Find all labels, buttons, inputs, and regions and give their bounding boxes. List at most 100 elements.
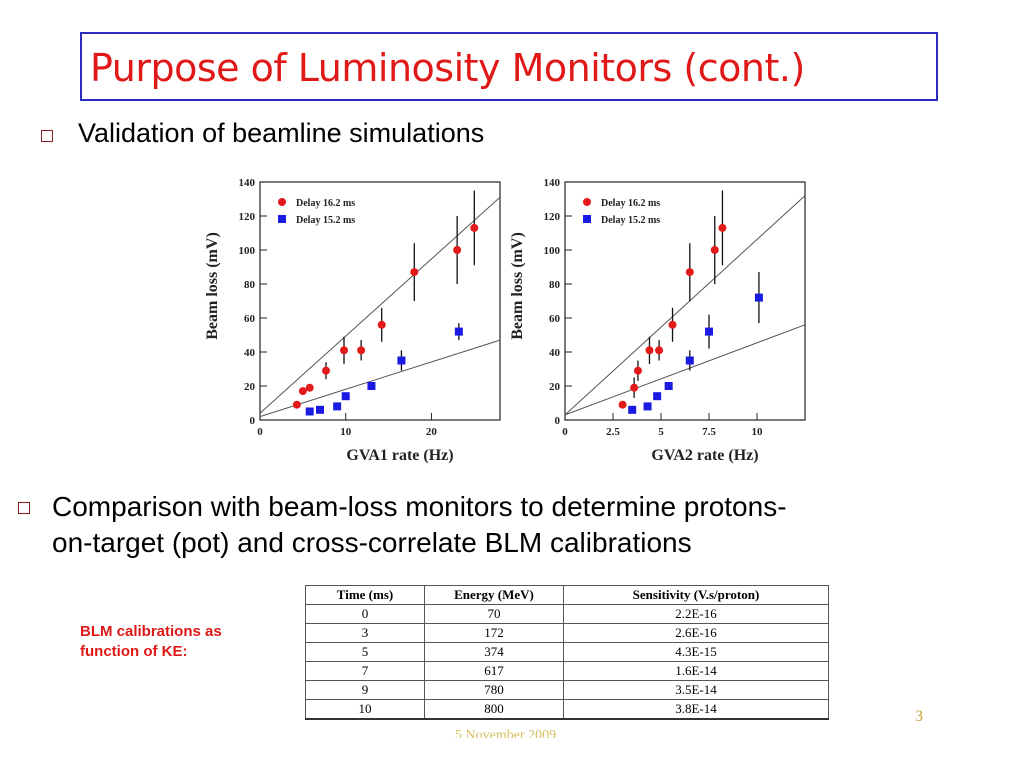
table-cell: 2.2E-16 <box>563 604 829 624</box>
data-point-red <box>710 246 719 254</box>
gva2-chart: 0 20 40 60 80 100 120 140 0 2.5 5 7.5 10 GVA2 rate (H… <box>509 177 806 464</box>
data-point-red <box>718 223 727 232</box>
x-tick-label: 0 <box>257 426 263 438</box>
data-point-blue <box>341 392 350 401</box>
data-point-red <box>377 320 386 329</box>
blm-note: BLM calibrations as function of KE: <box>80 622 280 662</box>
y-tick-label: 120 <box>544 211 561 223</box>
table-header-sensitivity: Sensitivity (V.s/proton) <box>563 585 829 605</box>
data-point-red <box>305 383 314 392</box>
x-axis-label: GVA2 rate (Hz) <box>651 447 758 464</box>
blm-note-line1: BLM calibrations as <box>80 623 222 640</box>
table-row: 3 172 2.6E-16 <box>305 623 829 643</box>
data-point-red <box>645 346 654 355</box>
table-row: 0 70 2.2E-16 <box>305 604 829 624</box>
data-point-red <box>630 383 639 392</box>
y-tick-label: 40 <box>549 347 561 359</box>
table-cell: 1.6E-14 <box>563 661 829 681</box>
gva1-chart: 0 20 40 60 80 100 120 140 0 10 20 GVA1 rate (Hz) Bea… <box>204 177 501 464</box>
y-tick-label: 20 <box>244 381 256 393</box>
table-cell: 4.3E-15 <box>563 642 829 662</box>
legend-label: Delay 15.2 ms <box>601 215 660 226</box>
data-point-red <box>685 268 694 277</box>
data-point-red <box>618 400 627 409</box>
y-axis-label: Beam loss (mV) <box>204 232 221 340</box>
data-point-red <box>340 346 348 355</box>
data-point-red <box>470 223 479 232</box>
legend-label: Delay 15.2 ms <box>296 215 355 226</box>
table-row: 5 374 4.3E-15 <box>305 642 829 662</box>
plot-frame <box>259 181 501 421</box>
data-point-blue <box>705 327 713 336</box>
table-row: 9 780 3.5E-14 <box>305 680 829 700</box>
x-tick-label: 2.5 <box>606 426 620 438</box>
data-point-blue <box>754 293 763 302</box>
table-header-time: Time (ms) <box>305 585 425 605</box>
table-cell: 10 <box>305 699 425 720</box>
page-number: 3 <box>915 708 923 725</box>
x-tick-label: 7.5 <box>702 426 716 438</box>
bullet-square-icon <box>18 502 30 514</box>
blm-calibration-table: Time (ms) Energy (MeV) Sensitivity (V.s/… <box>305 585 829 720</box>
table-cell: 374 <box>424 642 564 662</box>
data-point-blue <box>397 356 406 365</box>
table-row: 7 617 1.6E-14 <box>305 661 829 681</box>
y-tick-label: 20 <box>549 381 561 393</box>
x-tick-label: 0 <box>562 426 568 438</box>
y-tick-label: 100 <box>544 245 561 257</box>
data-point-red <box>292 400 301 409</box>
y-tick-label: 0 <box>555 415 561 427</box>
data-point-red <box>298 387 307 396</box>
y-tick-label: 100 <box>239 245 256 257</box>
fit-line <box>259 196 501 414</box>
bullet-comparison-line1: Comparison with beam-loss monitors to de… <box>52 491 787 522</box>
bullet-square-icon <box>41 130 53 142</box>
legend-marker-red <box>278 198 286 206</box>
table-cell: 2.6E-16 <box>563 623 829 643</box>
data-point-red <box>655 346 664 355</box>
data-point-blue <box>643 402 652 411</box>
footer-date: 5 November 2009 <box>455 728 557 738</box>
fit-line <box>564 195 806 416</box>
y-tick-label: 120 <box>239 211 256 223</box>
y-axis-label: Beam loss (mV) <box>509 232 526 340</box>
legend-label: Delay 16.2 ms <box>601 198 660 209</box>
bullet-comparison-line2: on-target (pot) and cross-correlate BLM … <box>52 527 692 558</box>
table-cell: 7 <box>305 661 425 681</box>
data-point-red <box>357 346 366 355</box>
y-tick-label: 140 <box>239 177 256 189</box>
fit-line <box>564 324 806 416</box>
table-cell: 172 <box>424 623 564 643</box>
table-cell: 3.8E-14 <box>563 699 829 720</box>
data-point-red <box>410 268 419 277</box>
legend-marker-red <box>583 198 591 206</box>
table-header-energy: Energy (MeV) <box>424 585 564 605</box>
data-point-blue <box>685 356 694 365</box>
table-cell: 5 <box>305 642 425 662</box>
y-tick-label: 140 <box>544 177 561 189</box>
data-point-blue <box>628 405 637 414</box>
table-cell: 70 <box>424 604 564 624</box>
table-cell: 3.5E-14 <box>563 680 829 700</box>
legend-marker-blue <box>583 215 591 223</box>
legend-marker-blue <box>278 215 286 223</box>
data-point-blue <box>333 402 342 411</box>
data-point-blue <box>454 327 463 336</box>
y-tick-label: 0 <box>250 415 256 427</box>
bullet-comparison: Comparison with beam-loss monitors to de… <box>52 489 787 561</box>
table-header-row: Time (ms) Energy (MeV) Sensitivity (V.s/… <box>305 585 829 605</box>
data-point-red <box>633 366 642 375</box>
data-point-blue <box>367 382 376 390</box>
x-tick-label: 5 <box>658 426 664 438</box>
y-tick-label: 80 <box>549 279 561 291</box>
bullet-validation: Validation of beamline simulations <box>78 118 485 148</box>
table-cell: 3 <box>305 623 425 643</box>
y-tick-label: 60 <box>244 313 256 325</box>
table-cell: 617 <box>424 661 564 681</box>
y-tick-label: 60 <box>549 313 561 325</box>
data-point-blue <box>664 382 673 390</box>
slide-title: Purpose of Luminosity Monitors (cont.) <box>90 46 805 90</box>
table-cell: 9 <box>305 680 425 700</box>
table-cell: 780 <box>424 680 564 700</box>
x-tick-label: 10 <box>340 426 352 438</box>
